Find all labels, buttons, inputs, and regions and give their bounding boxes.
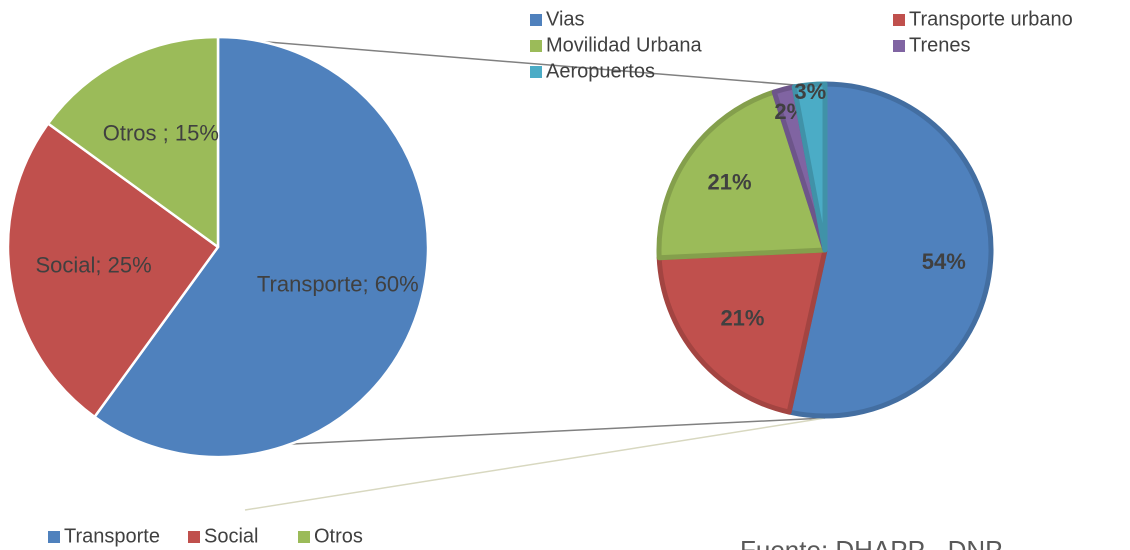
pie-slice xyxy=(46,35,220,249)
pie-slice xyxy=(656,89,828,261)
legend-label: Transporte xyxy=(64,525,160,547)
legend-label: Aeropuertos xyxy=(546,60,655,82)
pie-slice xyxy=(656,247,828,415)
data-label: 21% xyxy=(708,170,752,195)
legend-swatch xyxy=(893,40,905,52)
pie-slice xyxy=(93,35,430,459)
legend-swatch xyxy=(298,531,310,543)
legend-swatch xyxy=(893,14,905,26)
legend-swatch xyxy=(530,14,542,26)
data-label: Transporte; 60% xyxy=(257,272,419,297)
legend-label: Transporte urbano xyxy=(909,8,1073,30)
pie-slice xyxy=(6,122,220,419)
data-label: 3% xyxy=(794,79,826,104)
legend-swatch xyxy=(530,40,542,52)
legend-swatch xyxy=(530,66,542,78)
data-label: 54% xyxy=(922,249,966,274)
pie-slice xyxy=(786,81,994,419)
data-label: Social; 25% xyxy=(35,253,151,278)
connector-line xyxy=(217,37,796,86)
source-note: Fuente: DHAPP - DNP xyxy=(740,535,1003,550)
pie-slice xyxy=(791,81,828,253)
legend-label: Vias xyxy=(546,8,585,30)
legend-label: Social xyxy=(204,525,258,547)
data-label: Otros ; 15% xyxy=(103,121,219,146)
legend-label: Movilidad Urbana xyxy=(546,34,703,56)
connector-line xyxy=(244,417,826,511)
legend-swatch xyxy=(48,531,60,543)
legend-swatch xyxy=(188,531,200,543)
legend-label: Trenes xyxy=(909,34,971,56)
connector-line xyxy=(229,417,826,448)
legend-label: Otros xyxy=(314,525,363,547)
data-label: 21% xyxy=(720,305,764,330)
